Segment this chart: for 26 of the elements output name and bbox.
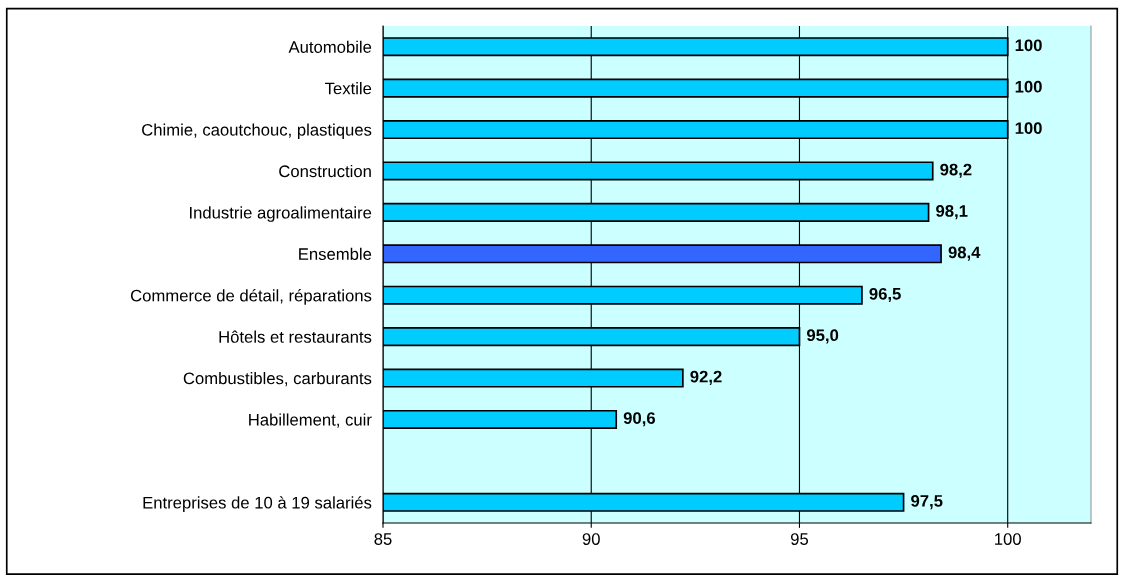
data-label: 98,2 (940, 163, 972, 178)
y-tick-label: Habillement, cuir (249, 413, 372, 428)
y-tick-label: Hôtels et restaurants (219, 330, 372, 343)
y-tick-label: Chimie, caoutchouc, plastiques (142, 123, 372, 140)
data-label: 95,0 (806, 329, 839, 344)
y-tick-label: Ensemble (299, 247, 372, 260)
data-label: 96,5 (869, 287, 901, 303)
data-label: 97,5 (911, 494, 943, 510)
x-tick-label: 90 (582, 533, 600, 545)
y-tick-label: Industrie agroalimentaire (190, 206, 372, 222)
data-label: 98,1 (936, 205, 968, 220)
y-tick-label: Automobile (288, 40, 372, 53)
y-tick-label: Commerce de détail, réparations (130, 289, 372, 305)
data-label: 98,4 (948, 246, 981, 261)
x-tick-label: 100 (995, 533, 1021, 545)
data-label: 100 (1015, 80, 1042, 93)
data-label: 100 (1015, 39, 1042, 52)
y-tick-label: Entreprises de 10 à 19 salariés (143, 496, 372, 512)
x-tick-label: 95 (790, 533, 809, 545)
y-tick-label: Construction (279, 164, 371, 178)
data-label: 100 (1015, 122, 1042, 135)
data-label: 90,6 (623, 412, 655, 427)
x-tick-label: 85 (374, 533, 392, 545)
y-tick-label: Textile (325, 82, 372, 95)
y-tick-label: Combustibles, carburants (183, 372, 372, 387)
data-label: 92,2 (690, 370, 722, 385)
